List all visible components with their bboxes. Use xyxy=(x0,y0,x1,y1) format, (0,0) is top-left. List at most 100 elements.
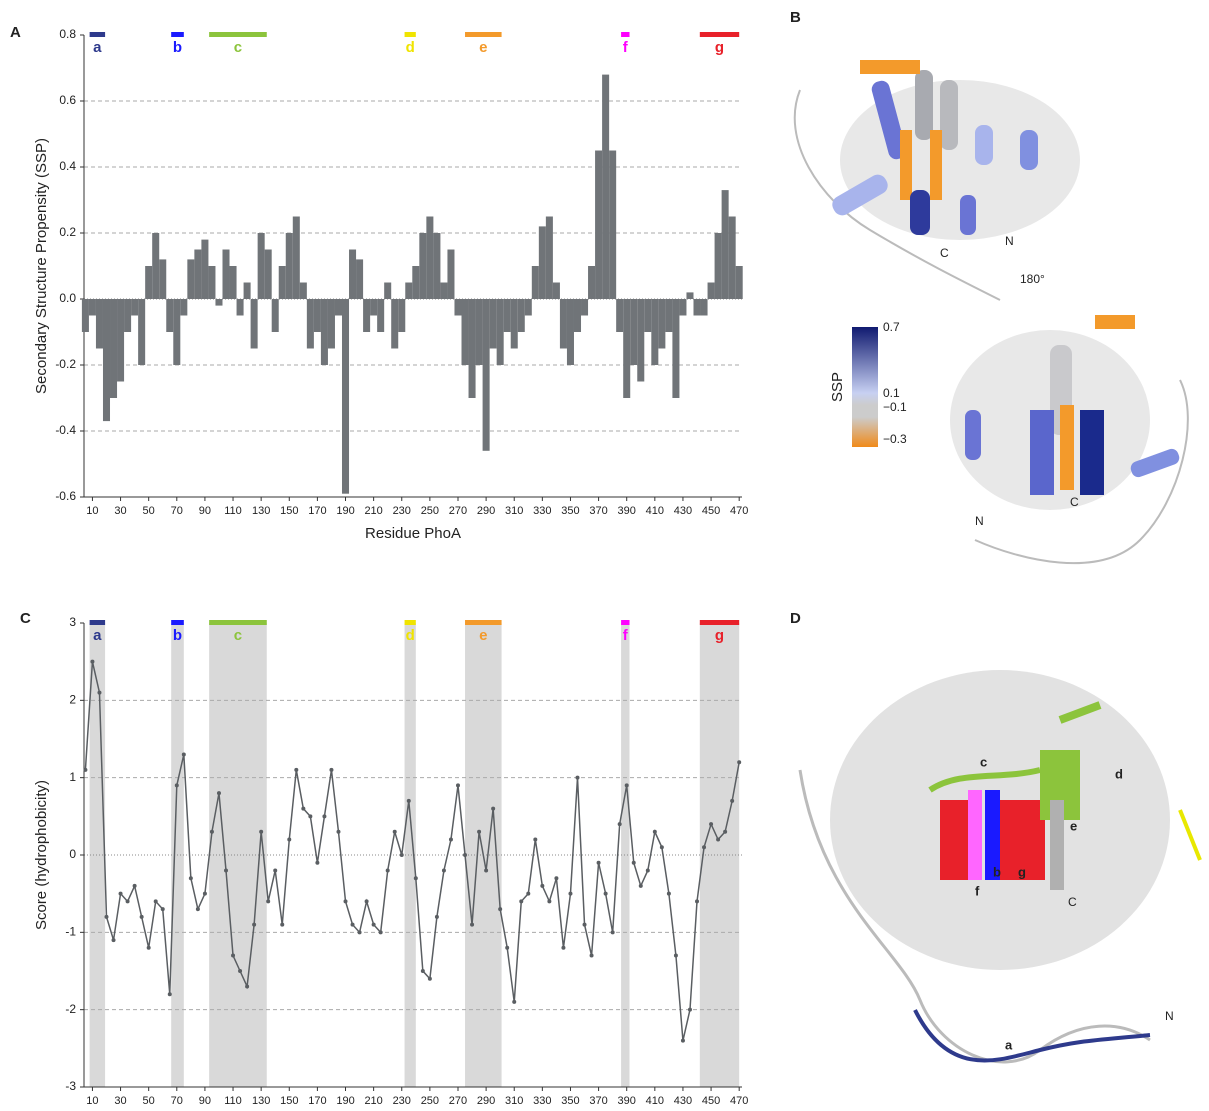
point xyxy=(379,930,383,934)
bar xyxy=(504,299,511,332)
y-tick-label: -0.2 xyxy=(55,357,76,371)
point xyxy=(660,845,664,849)
region-label: d xyxy=(406,39,415,56)
y-tick-label: 0.8 xyxy=(59,27,76,41)
bar xyxy=(602,75,609,299)
bar xyxy=(82,299,89,332)
panel-label: A xyxy=(10,24,21,41)
bar xyxy=(251,299,258,349)
region-label: b xyxy=(173,39,182,56)
point xyxy=(681,1039,685,1043)
x-tick-label: 130 xyxy=(252,1095,270,1107)
color-bar xyxy=(852,327,878,447)
bar xyxy=(230,266,237,299)
bar xyxy=(194,250,201,300)
x-tick-label: 270 xyxy=(449,1095,467,1107)
bar xyxy=(497,299,504,365)
bar xyxy=(342,299,349,494)
x-tick-label: 170 xyxy=(308,1095,326,1107)
y-tick-label: 0.0 xyxy=(59,291,76,305)
point xyxy=(358,930,362,934)
point xyxy=(442,868,446,872)
point xyxy=(140,915,144,919)
bar xyxy=(124,299,131,332)
point xyxy=(126,899,130,903)
bar xyxy=(679,299,686,316)
region-bar xyxy=(90,32,105,37)
terminus-label: C xyxy=(940,246,949,260)
point xyxy=(133,884,137,888)
x-tick-label: 470 xyxy=(730,1095,748,1107)
bar xyxy=(173,299,180,365)
point xyxy=(526,892,530,896)
x-tick-label: 170 xyxy=(308,505,326,517)
point xyxy=(449,838,453,842)
point xyxy=(259,830,263,834)
bar xyxy=(532,266,539,299)
bar xyxy=(356,259,363,299)
region-label: d xyxy=(406,627,415,644)
point xyxy=(308,814,312,818)
x-tick-label: 50 xyxy=(143,1095,155,1107)
point xyxy=(618,822,622,826)
point xyxy=(498,907,502,911)
region-bar xyxy=(171,32,184,37)
bar xyxy=(279,266,286,299)
x-tick-label: 70 xyxy=(171,1095,183,1107)
legend-label: 0.1 xyxy=(883,386,900,400)
bar xyxy=(159,259,166,299)
point xyxy=(344,899,348,903)
y-tick-label: 1 xyxy=(69,770,76,784)
bar xyxy=(363,299,370,332)
region-label: a xyxy=(93,627,102,644)
point xyxy=(470,923,474,927)
rotation-label: 180° xyxy=(1020,272,1045,286)
bar xyxy=(483,299,490,451)
x-tick-label: 430 xyxy=(674,1095,692,1107)
bar xyxy=(616,299,623,332)
point xyxy=(568,892,572,896)
point xyxy=(611,930,615,934)
legend-label: −0.3 xyxy=(883,432,907,446)
y-tick-label: 3 xyxy=(69,615,76,629)
point xyxy=(182,752,186,756)
point xyxy=(83,768,87,772)
point xyxy=(119,892,123,896)
point xyxy=(196,907,200,911)
point xyxy=(695,899,699,903)
point xyxy=(287,838,291,842)
bar xyxy=(588,266,595,299)
point xyxy=(632,861,636,865)
legend-label: 0.7 xyxy=(883,320,900,334)
point xyxy=(576,776,580,780)
point xyxy=(716,838,720,842)
x-tick-label: 330 xyxy=(533,1095,551,1107)
bar xyxy=(208,266,215,299)
y-tick-label: -1 xyxy=(65,925,76,939)
region-bar xyxy=(405,32,416,37)
region-bar xyxy=(209,620,267,625)
x-tick-label: 190 xyxy=(336,505,354,517)
region-label: c xyxy=(234,627,242,644)
region-label: g xyxy=(715,39,724,56)
point xyxy=(161,907,165,911)
point xyxy=(604,892,608,896)
bar xyxy=(651,299,658,365)
x-tick-label: 110 xyxy=(224,505,242,517)
bar xyxy=(398,299,405,332)
bar xyxy=(736,266,743,299)
point xyxy=(97,691,101,695)
terminus-label: N xyxy=(975,514,984,528)
x-tick-label: 210 xyxy=(364,505,382,517)
bar xyxy=(166,299,173,332)
legend-title: SSP xyxy=(829,372,846,402)
bar xyxy=(201,240,208,299)
x-tick-label: 10 xyxy=(86,505,98,517)
x-tick-label: 450 xyxy=(702,505,720,517)
terminus-label: C xyxy=(1070,495,1079,509)
bar xyxy=(96,299,103,349)
x-tick-label: 250 xyxy=(421,1095,439,1107)
bar xyxy=(328,299,335,349)
y-axis-label: Secondary Structure Propensity (SSP) xyxy=(33,138,50,394)
bar xyxy=(630,299,637,365)
